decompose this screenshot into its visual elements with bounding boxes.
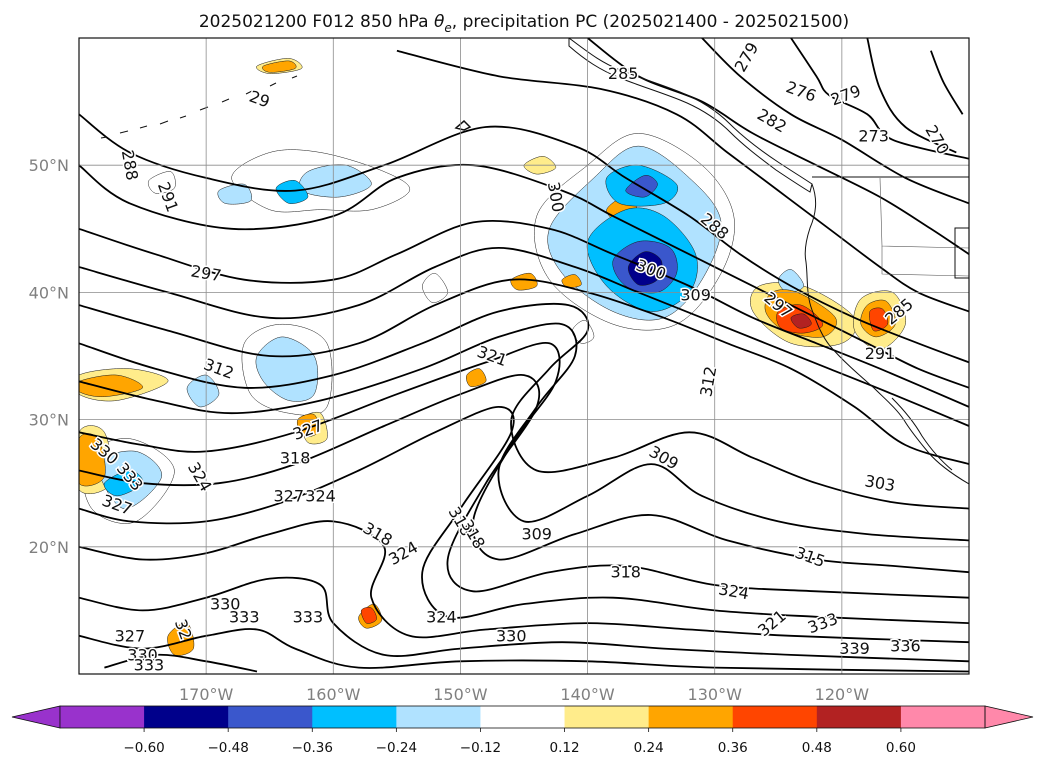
contour-label: 327 [115,626,146,645]
contour-label: 333 [134,656,165,675]
north-america-west-coast [804,183,969,485]
colorbar-swatch [564,706,650,728]
colorbar-swatch [228,706,313,728]
theta-e-contour [79,520,969,644]
contour-label: 291 [865,344,896,363]
contour-label: 324 [426,607,457,626]
gridlines [79,38,969,674]
island-marker [454,119,472,131]
contour-label: 330 [210,595,241,614]
x-tick-label: 120°W [815,685,870,704]
colorbar-tick-label: −0.48 [207,740,248,756]
theta-e-contour [930,50,964,115]
theta-e-contour [790,38,969,160]
map-background [79,38,969,674]
colorbar-swatch [480,706,565,728]
contour-label: 336 [890,637,921,656]
precip-pc-region [360,607,377,624]
contour-label: 318 [610,563,641,582]
colorbar-swatch [900,706,986,728]
x-tick-label: 150°W [433,685,488,704]
contour-label: 339 [839,639,870,658]
contour-label: 330 [127,645,158,664]
contour-label: 285 [608,64,639,83]
precip-pc-region [167,622,195,656]
theta-e-contour [104,653,258,673]
contour-label: 333 [229,607,260,626]
colorbar: −0.60 −0.48 −0.36 −0.24 −0.12 0.12 0.24 0.36 0.4… [11,705,1034,756]
colorbar-swatch [60,706,145,728]
colorbar-tick-label: 0.24 [634,740,664,756]
contour-label: 327 [274,486,305,505]
theta-e-contour [701,38,969,205]
colorbar-extend-low [11,705,61,729]
borders [812,176,970,279]
colorbar-swatch [732,706,818,728]
contour-label: 309 [521,525,552,544]
theta-e-contour [79,341,969,574]
theta-e-contour [396,49,969,313]
precip-pc-region [466,368,487,387]
theta-e-contour [79,113,969,364]
alaska-coastline [568,38,813,193]
precip-pc-region [262,60,297,73]
theta-e-contour [79,163,969,389]
colorbar-swatch [396,706,481,728]
contour-label: 318 [280,448,311,467]
theta-e-contour [79,302,969,510]
theta-e-contour [79,278,969,465]
colorbar-frame [59,705,986,729]
x-tick-label: 130°W [688,685,743,704]
aleutian-islands [100,75,298,139]
colorbar-tick-label: 0.60 [886,740,916,756]
precip-pc-region [147,171,176,194]
theta-e-contour [79,220,969,408]
x-axis-ticks: 170°W 160°W 150°W 140°W 130°W 120°W [179,685,869,704]
colorbar-swatch [144,706,229,728]
x-tick-label: 160°W [306,685,361,704]
y-tick-label: 30°N [29,411,69,430]
precip-pc-region [627,251,663,286]
colorbar-swatch [648,706,734,728]
colorbar-extend-high [984,705,1034,729]
precip-pc-region [510,272,538,291]
colorbar-tick-label: 0.36 [718,740,748,756]
contour-label: 324 [305,486,336,505]
plot-frame [78,37,970,675]
contour-label: 273 [858,126,889,145]
theta-e-contour [79,247,969,427]
colorbar-tick-label: −0.60 [123,740,164,756]
contour-label: 330 [496,626,527,645]
contour-label: 333 [293,607,324,626]
y-tick-label: 40°N [29,283,69,302]
chart-title: 2025021200 F012 850 hPa θe, precipitatio… [199,12,849,35]
colorbar-tick-label: −0.12 [460,740,501,756]
y-tick-label: 20°N [29,538,69,557]
y-axis-ticks: 20°N 30°N 40°N 50°N [29,156,69,557]
contour-label: 312 [696,365,720,398]
colorbar-tick-label: 0.12 [550,740,580,756]
x-tick-label: 140°W [560,685,615,704]
theta-e-contour [866,38,957,154]
precip-pc-region [790,313,812,329]
y-tick-label: 50°N [29,156,69,175]
coastlines [100,38,969,485]
contour-label: 309 [680,285,711,304]
x-tick-label: 170°W [179,685,234,704]
colorbar-swatch [816,706,902,728]
colorbar-tick-label: 0.48 [802,740,832,756]
baja-coastline [891,397,953,471]
colorbar-swatch [312,706,397,728]
precip-pc-region [275,179,309,204]
colorbar-tick-label: −0.24 [376,740,417,756]
state-border-2 [881,246,970,277]
precip-pc-region [255,336,319,402]
colorbar-tick-label: −0.36 [292,740,333,756]
